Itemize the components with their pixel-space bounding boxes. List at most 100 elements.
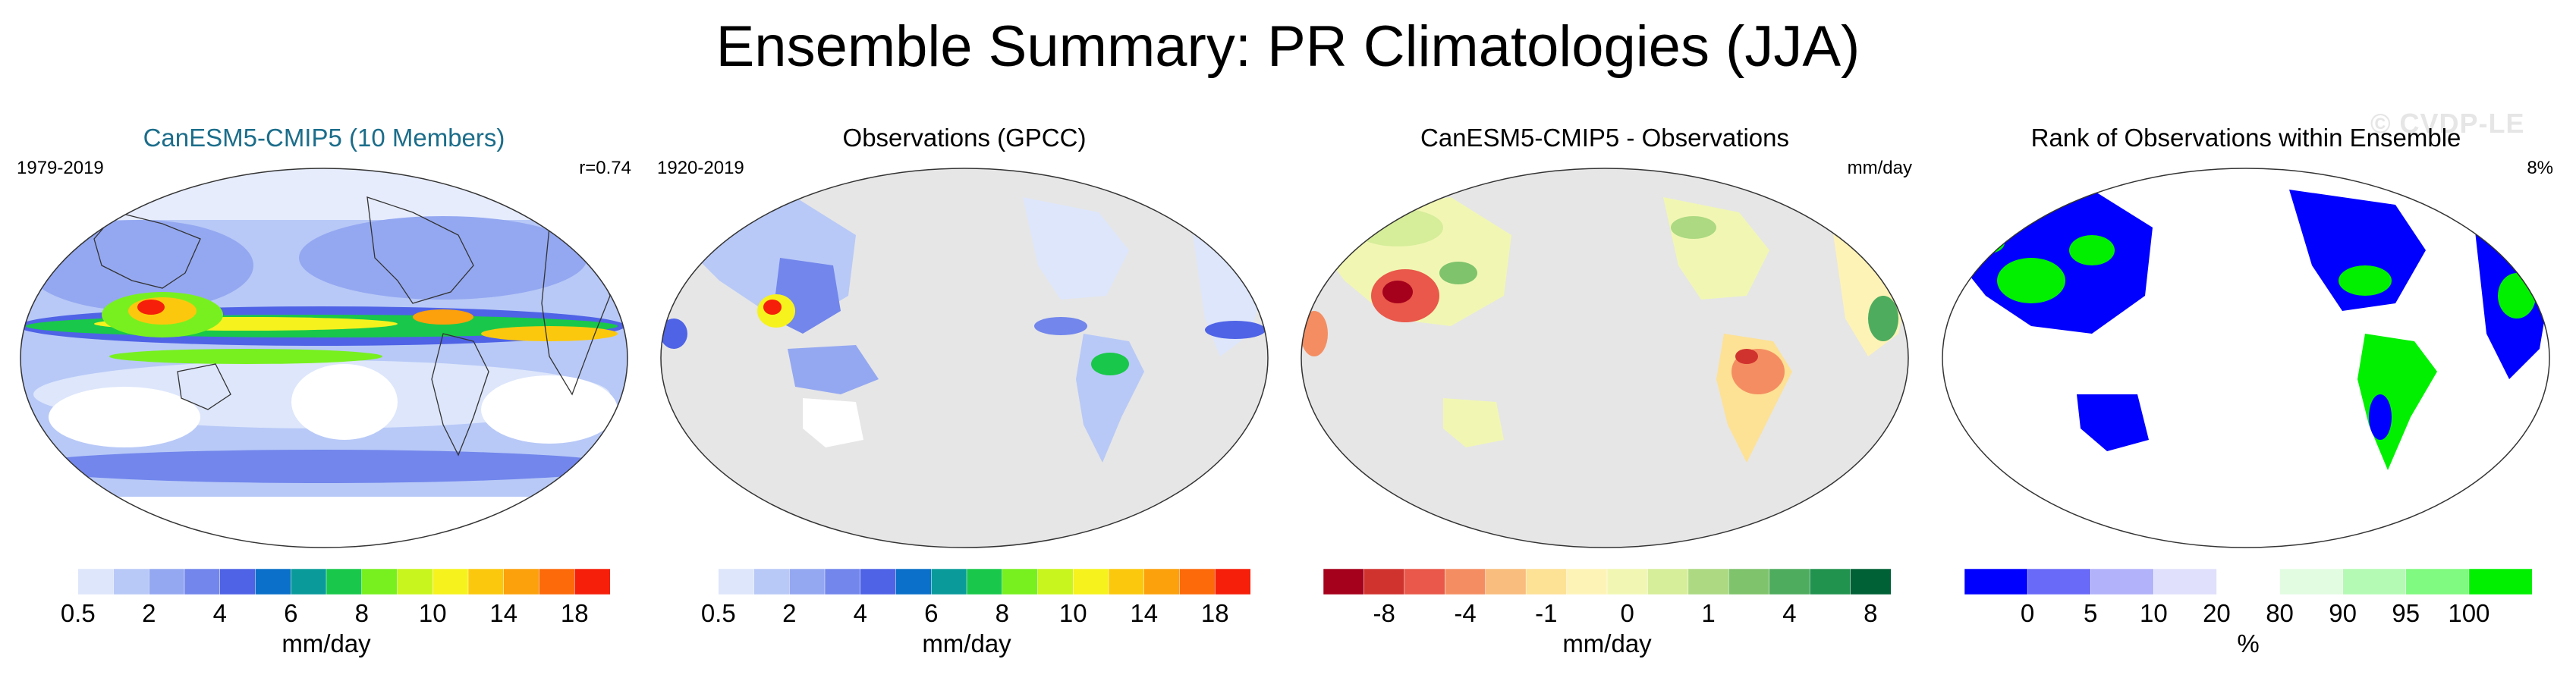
colorbar-swatch xyxy=(966,569,1003,595)
colorbar xyxy=(683,569,1250,595)
colorbar-swatch xyxy=(574,569,610,595)
colorbar-swatch xyxy=(361,569,398,595)
panel-stat: 8% xyxy=(2527,158,2553,178)
colorbar-swatch xyxy=(2216,569,2281,595)
colorbar-tick-label: 6 xyxy=(284,599,298,627)
colorbar-swatch xyxy=(895,569,932,595)
colorbar-tick-label: 10 xyxy=(2139,599,2168,627)
colorbar-swatch xyxy=(1002,569,1039,595)
colorbar-ticks: 0.5 2 4 6 8 10 14 18 xyxy=(42,599,610,629)
panel-stat: r=0.74 xyxy=(579,158,631,178)
colorbar-tick-label: 0.5 xyxy=(60,599,96,627)
colorbar-swatch xyxy=(1073,569,1109,595)
colorbar-units: mm/day xyxy=(282,629,371,657)
colorbar-swatch xyxy=(503,569,540,595)
watermark: © CVDP-LE xyxy=(2370,108,2525,139)
figure-title: Ensemble Summary: PR Climatologies (JJA) xyxy=(716,14,1860,79)
colorbar-tick-label: 8 xyxy=(995,599,1009,627)
panel-title: CanESM5-CMIP5 (10 Members) xyxy=(143,124,505,152)
colorbar-swatch xyxy=(326,569,363,595)
colorbar-units: % xyxy=(2237,629,2260,657)
colorbar-tick-label: -4 xyxy=(1454,599,1477,627)
colorbar-swatch xyxy=(1566,569,1608,595)
colorbar-tick-label: -8 xyxy=(1373,599,1395,627)
colorbar-tick-label: 18 xyxy=(1200,599,1229,627)
colorbar-tick-label: 4 xyxy=(1782,599,1797,627)
colorbar-tick-label: -1 xyxy=(1535,599,1558,627)
colorbar-swatch xyxy=(432,569,469,595)
colorbar-swatch xyxy=(1445,569,1486,595)
colorbar-swatch xyxy=(1323,569,1365,595)
panel-difference: CanESM5-CMIP5 - Observations mm/day -8 -4… xyxy=(1290,114,1920,675)
colorbar-units: mm/day xyxy=(922,629,1011,657)
colorbar-swatch xyxy=(1363,569,1405,595)
colorbar-tick-label: 95 xyxy=(2392,599,2420,627)
colorbar-tick-label: 0.5 xyxy=(700,599,736,627)
colorbar xyxy=(1964,569,2532,595)
colorbar-swatch xyxy=(255,569,291,595)
colorbar-tick-label: 0 xyxy=(1620,599,1634,627)
colorbar-swatch xyxy=(1179,569,1216,595)
colorbar-units: mm/day xyxy=(1562,629,1652,657)
colorbar-swatch xyxy=(397,569,433,595)
panel-observations: Observations (GPCC) 1920-2019 0.5 2 4 6 8 10 1… xyxy=(650,114,1279,675)
colorbar xyxy=(1323,569,1891,595)
colorbar-swatch xyxy=(1525,569,1568,595)
colorbar-swatch xyxy=(2405,569,2470,595)
colorbar xyxy=(42,569,610,595)
panel-title: CanESM5-CMIP5 - Observations xyxy=(1420,124,1789,152)
colorbar-swatch xyxy=(42,569,79,595)
colorbar-tick-label: 10 xyxy=(1058,599,1087,627)
colorbar-swatch xyxy=(2342,569,2407,595)
colorbar-swatch xyxy=(1850,569,1891,595)
colorbar-tick-label: 8 xyxy=(354,599,369,627)
colorbar-tick-label: 0 xyxy=(2020,599,2035,627)
colorbar-swatch xyxy=(683,569,719,595)
colorbar-tick-label: 14 xyxy=(1130,599,1159,627)
colorbar-tick-label: 2 xyxy=(142,599,156,627)
panel-title: Rank of Observations within Ensemble xyxy=(2030,124,2461,152)
colorbar-tick-label: 1 xyxy=(1701,599,1716,627)
colorbar-swatch xyxy=(824,569,861,595)
colorbar-tick-label: 18 xyxy=(560,599,589,627)
colorbar-swatch xyxy=(1485,569,1527,595)
colorbar-swatch xyxy=(1728,569,1770,595)
colorbar-swatch xyxy=(77,569,115,595)
colorbar-swatch xyxy=(219,569,256,595)
colorbar-swatch xyxy=(149,569,185,595)
colorbar-swatch xyxy=(1964,569,2028,595)
map-difference-pr xyxy=(1301,168,1909,548)
colorbar-tick-label: 90 xyxy=(2329,599,2357,627)
colorbar-swatch xyxy=(184,569,221,595)
colorbar-swatch xyxy=(753,569,790,595)
colorbar-tick-label: 2 xyxy=(782,599,797,627)
map-model-pr xyxy=(20,168,628,548)
colorbar-ticks: 0.5 2 4 6 8 10 14 18 xyxy=(683,599,1250,629)
colorbar-swatch xyxy=(2468,569,2532,595)
colorbar-swatch xyxy=(2153,569,2218,595)
colorbar-tick-label: 4 xyxy=(853,599,867,627)
colorbar-tick-label: 100 xyxy=(2448,599,2490,627)
colorbar-swatch xyxy=(718,569,755,595)
colorbar-tick-label: 80 xyxy=(2266,599,2294,627)
colorbar-swatch xyxy=(2027,569,2091,595)
panel-rank: Rank of Observations within Ensemble 8% … xyxy=(1931,114,2561,675)
colorbar-ticks: -8 -4 -1 0 1 4 8 xyxy=(1323,599,1891,629)
colorbar-swatch xyxy=(1647,569,1689,595)
colorbar-swatch xyxy=(1809,569,1851,595)
colorbar-swatch xyxy=(1687,569,1730,595)
colorbar-ticks: 0 5 10 20 80 90 95 100 xyxy=(1964,599,2532,629)
panel-title: Observations (GPCC) xyxy=(842,124,1087,152)
panel-model-climatology: CanESM5-CMIP5 (10 Members) 1979-2019 r=0… xyxy=(9,114,639,675)
colorbar-tick-label: 10 xyxy=(418,599,447,627)
colorbar-tick-label: 8 xyxy=(1864,599,1878,627)
colorbar-swatch xyxy=(1606,569,1649,595)
colorbar-swatch xyxy=(789,569,826,595)
colorbar-swatch xyxy=(860,569,897,595)
colorbar-swatch xyxy=(1769,569,1810,595)
colorbar-swatch xyxy=(2279,569,2344,595)
colorbar-swatch xyxy=(1143,569,1181,595)
colorbar-tick-label: 4 xyxy=(212,599,227,627)
colorbar-swatch xyxy=(2090,569,2155,595)
colorbar-swatch xyxy=(1215,569,1250,595)
